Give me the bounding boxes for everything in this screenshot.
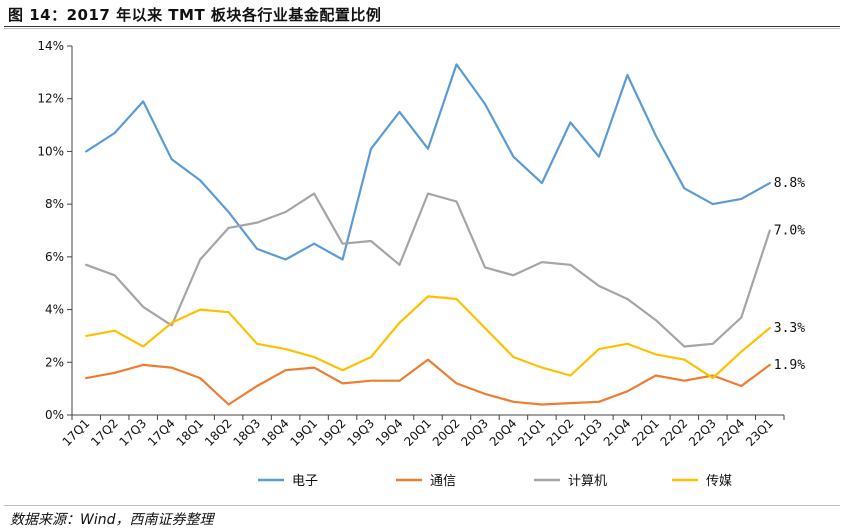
chart-legend: 电子 通信 计算机 传媒 (258, 474, 732, 489)
line-chart: 0% 2% 4% 6% 8% 10% 12% 14% 17Q117Q217Q317Q418Q1… (37, 39, 805, 489)
end-labels: 8.8% 1.9% 7.0% 3.3% (774, 176, 805, 373)
data-label-2: 7.0% (774, 224, 805, 239)
x-tick-label: 20Q1 (401, 416, 434, 449)
data-label-0: 8.8% (774, 176, 805, 191)
legend-label-3: 传媒 (706, 474, 732, 489)
y-tick-label: 12% (37, 92, 64, 106)
y-tick-label: 0% (45, 408, 64, 422)
y-tick-label: 4% (45, 303, 64, 317)
y-tick-label: 10% (37, 144, 64, 158)
x-tick-label: 23Q1 (743, 416, 776, 449)
x-tick-label: 21Q1 (515, 416, 548, 449)
y-tick-label: 2% (45, 355, 64, 369)
chart-axes (71, 46, 784, 416)
data-label-1: 1.9% (774, 358, 805, 373)
legend-label-1: 通信 (430, 474, 456, 489)
y-tick-label: 6% (45, 250, 64, 264)
x-tick-label: 19Q2 (316, 416, 349, 449)
x-tick-label: 18Q4 (259, 416, 292, 449)
x-tick-label: 22Q4 (715, 416, 748, 449)
x-tick-label: 17Q4 (145, 416, 178, 449)
x-tick-label: 19Q4 (373, 416, 406, 449)
x-tick-label: 21Q3 (572, 416, 605, 449)
legend-label-2: 计算机 (568, 474, 607, 489)
x-tick-label: 20Q4 (487, 416, 520, 449)
data-label-3: 3.3% (774, 321, 805, 336)
x-tick-label: 21Q4 (601, 416, 634, 449)
x-tick-label: 22Q1 (629, 416, 662, 449)
y-tick-label: 8% (45, 197, 64, 211)
x-tick-label: 18Q2 (202, 416, 235, 449)
x-tick-label: 22Q3 (686, 416, 719, 449)
x-tick-label: 17Q1 (60, 416, 93, 449)
x-tick-label: 18Q1 (174, 416, 207, 449)
series-line-3 (85, 295, 771, 380)
x-tick-label: 21Q2 (544, 416, 577, 449)
series-lines (85, 63, 771, 406)
x-tick-label: 18Q3 (230, 416, 263, 449)
x-tick-label: 17Q3 (117, 416, 150, 449)
x-tick-label: 20Q2 (430, 416, 463, 449)
x-tick-label: 22Q2 (658, 416, 691, 449)
x-tick-label: 19Q1 (287, 416, 320, 449)
y-axis-ticks: 0% 2% 4% 6% 8% 10% 12% 14% (37, 39, 72, 422)
y-tick-label: 14% (37, 39, 64, 53)
x-axis-ticks: 17Q117Q217Q317Q418Q118Q218Q318Q419Q119Q2… (60, 415, 785, 449)
chart-title: 图 14：2017 年以来 TMT 板块各行业基金配置比例 (8, 6, 382, 24)
x-tick-label: 20Q3 (458, 416, 491, 449)
source-note: 数据来源：Wind，西南证券整理 (10, 512, 214, 528)
x-tick-label: 19Q3 (344, 416, 377, 449)
chart-frame (4, 28, 840, 506)
legend-label-0: 电子 (292, 474, 318, 489)
title-divider (4, 26, 840, 27)
series-line-0 (85, 63, 771, 261)
series-line-1 (85, 358, 771, 406)
series-line-2 (85, 192, 771, 348)
x-tick-label: 17Q2 (88, 416, 121, 449)
